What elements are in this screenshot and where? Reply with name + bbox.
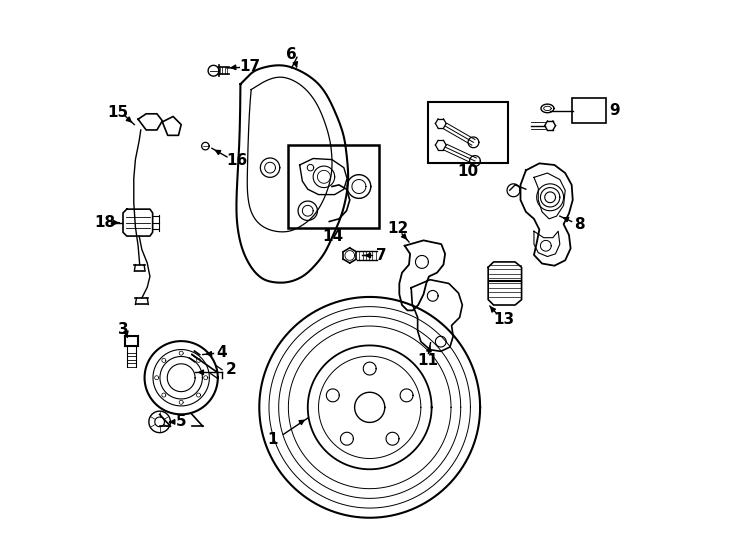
Text: 6: 6	[286, 47, 297, 62]
Text: 11: 11	[418, 353, 438, 368]
Text: 16: 16	[226, 153, 247, 168]
Text: 8: 8	[575, 217, 585, 232]
Text: 17: 17	[239, 59, 261, 74]
Text: 12: 12	[387, 221, 408, 236]
Text: 1: 1	[267, 432, 278, 447]
Text: 4: 4	[217, 346, 227, 360]
Text: 15: 15	[108, 105, 128, 120]
Text: 9: 9	[609, 103, 620, 118]
Text: 10: 10	[457, 165, 479, 179]
Text: 13: 13	[494, 312, 515, 327]
Text: 7: 7	[377, 248, 387, 263]
Text: 14: 14	[323, 229, 344, 244]
Text: 18: 18	[94, 215, 115, 230]
Text: 2: 2	[226, 362, 236, 377]
Text: 3: 3	[118, 322, 129, 337]
Text: 5: 5	[176, 414, 186, 429]
